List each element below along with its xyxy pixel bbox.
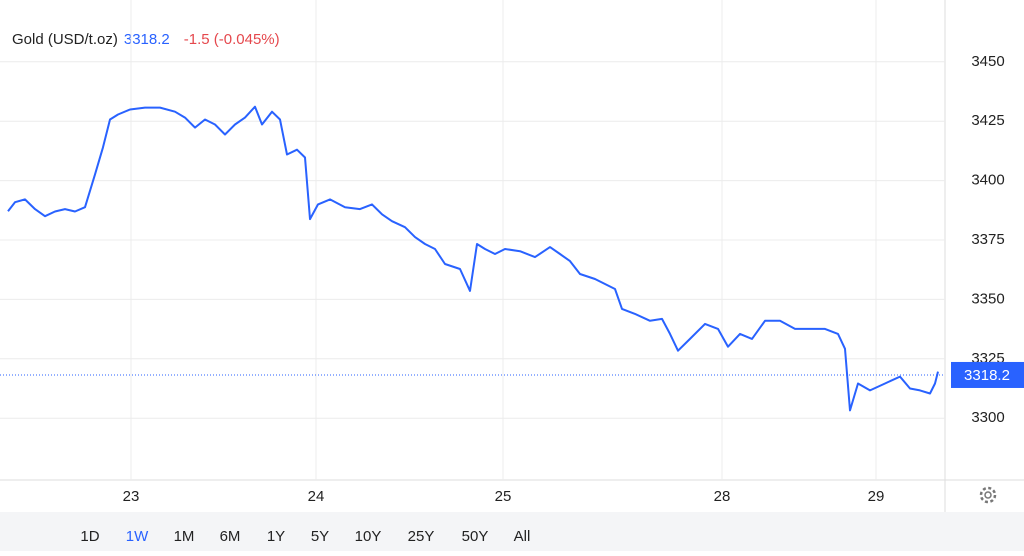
x-tick-label: 28 (714, 488, 731, 505)
range-button[interactable]: 50Y (462, 528, 489, 545)
x-tick-label: 24 (308, 488, 325, 505)
range-button[interactable]: 1D (80, 528, 99, 545)
x-tick-label: 29 (868, 488, 885, 505)
last-price-label: 3318.2 (964, 367, 1010, 384)
range-button[interactable]: 5Y (311, 528, 329, 545)
price-line (7, 105, 939, 412)
range-button[interactable]: 1Y (267, 528, 285, 545)
x-tick-label: 23 (123, 488, 140, 505)
range-bar (0, 512, 1024, 551)
range-button[interactable]: 1W (126, 528, 149, 545)
y-tick-label: 3425 (971, 112, 1004, 129)
gear[interactable] (979, 486, 997, 504)
last-price: 3318.2 (124, 31, 170, 48)
range-button[interactable]: 1M (174, 528, 195, 545)
chart-title: Gold (USD/t.oz) (12, 31, 118, 48)
last-price-tag (951, 361, 1024, 388)
range-button[interactable]: 10Y (355, 528, 382, 545)
y-tick-label: 3350 (971, 290, 1004, 307)
gear-hole[interactable] (984, 491, 992, 499)
price-change: -1.5 (-0.045%) (184, 31, 280, 48)
y-tick-label: 3450 (971, 53, 1004, 70)
y-tick-label: 3400 (971, 172, 1004, 189)
grid (0, 0, 945, 480)
range-button[interactable]: 6M (220, 528, 241, 545)
y-tick-label: 3375 (971, 231, 1004, 248)
x-tick-label: 25 (495, 488, 512, 505)
range-button[interactable]: All (514, 528, 531, 545)
settings-icon[interactable] (979, 486, 997, 504)
range-button[interactable]: 25Y (408, 528, 435, 545)
y-tick-label: 3300 (971, 409, 1004, 426)
